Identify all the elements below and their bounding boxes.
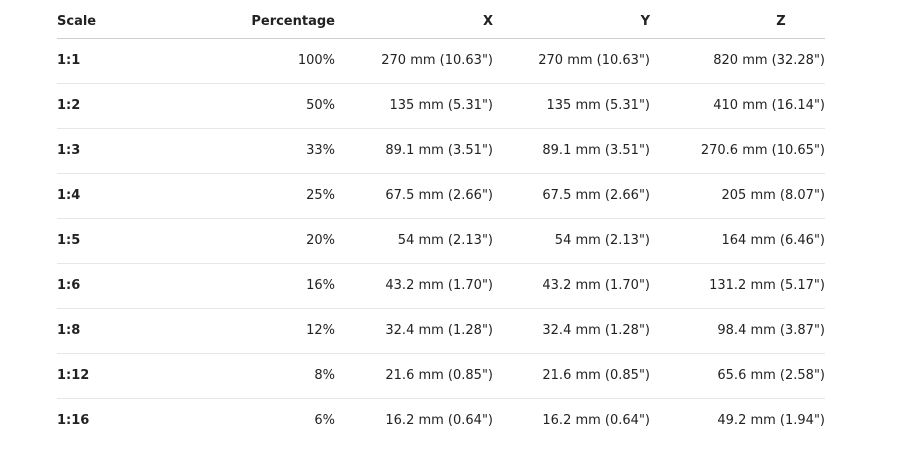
scale-cell: 1:2 bbox=[57, 98, 81, 113]
value-cell: 49.2 mm (1.94") bbox=[717, 413, 825, 428]
value-cell: 16.2 mm (0.64") bbox=[385, 413, 493, 428]
value-cell: 164 mm (6.46") bbox=[721, 233, 825, 248]
value-cell: 8% bbox=[314, 368, 335, 383]
value-cell: 270.6 mm (10.65") bbox=[700, 143, 825, 158]
value-cell: 21.6 mm (0.85") bbox=[542, 368, 650, 383]
value-cell: 135 mm (5.31") bbox=[389, 98, 493, 113]
scale-cell: 1:1 bbox=[57, 53, 81, 68]
value-cell: 6% bbox=[314, 413, 335, 428]
value-cell: 43.2 mm (1.70") bbox=[542, 278, 650, 293]
value-cell: 820 mm (32.28") bbox=[713, 53, 825, 68]
column-header: X bbox=[482, 14, 493, 29]
scale-cell: 1:16 bbox=[57, 413, 90, 428]
value-cell: 135 mm (5.31") bbox=[546, 98, 650, 113]
column-header: Z bbox=[776, 14, 786, 29]
value-cell: 21.6 mm (0.85") bbox=[385, 368, 493, 383]
value-cell: 65.6 mm (2.58") bbox=[717, 368, 825, 383]
value-cell: 50% bbox=[306, 98, 335, 113]
value-cell: 100% bbox=[297, 53, 335, 68]
value-cell: 54 mm (2.13") bbox=[397, 233, 493, 248]
column-header: Percentage bbox=[251, 14, 335, 29]
value-cell: 16% bbox=[306, 278, 335, 293]
value-cell: 89.1 mm (3.51") bbox=[385, 143, 493, 158]
row-divider bbox=[57, 173, 825, 174]
value-cell: 20% bbox=[306, 233, 335, 248]
value-cell: 43.2 mm (1.70") bbox=[385, 278, 493, 293]
scale-cell: 1:6 bbox=[57, 278, 81, 293]
value-cell: 410 mm (16.14") bbox=[713, 98, 825, 113]
row-divider bbox=[57, 218, 825, 219]
value-cell: 205 mm (8.07") bbox=[721, 188, 825, 203]
value-cell: 16.2 mm (0.64") bbox=[542, 413, 650, 428]
value-cell: 67.5 mm (2.66") bbox=[542, 188, 650, 203]
value-cell: 33% bbox=[306, 143, 335, 158]
value-cell: 67.5 mm (2.66") bbox=[385, 188, 493, 203]
scale-cell: 1:8 bbox=[57, 323, 81, 338]
value-cell: 32.4 mm (1.28") bbox=[542, 323, 650, 338]
value-cell: 25% bbox=[306, 188, 335, 203]
scale-cell: 1:4 bbox=[57, 188, 81, 203]
value-cell: 54 mm (2.13") bbox=[554, 233, 650, 248]
value-cell: 131.2 mm (5.17") bbox=[709, 278, 825, 293]
row-divider bbox=[57, 308, 825, 309]
column-header: Scale bbox=[57, 14, 97, 29]
row-divider bbox=[57, 83, 825, 84]
value-cell: 270 mm (10.63") bbox=[381, 53, 493, 68]
row-divider bbox=[57, 398, 825, 399]
row-divider bbox=[57, 353, 825, 354]
column-header: Y bbox=[640, 14, 650, 29]
header-divider bbox=[57, 38, 825, 39]
row-divider bbox=[57, 128, 825, 129]
scale-cell: 1:5 bbox=[57, 233, 81, 248]
value-cell: 89.1 mm (3.51") bbox=[542, 143, 650, 158]
scale-cell: 1:12 bbox=[57, 368, 90, 383]
value-cell: 32.4 mm (1.28") bbox=[385, 323, 493, 338]
row-divider bbox=[57, 263, 825, 264]
value-cell: 12% bbox=[306, 323, 335, 338]
value-cell: 270 mm (10.63") bbox=[538, 53, 650, 68]
scale-cell: 1:3 bbox=[57, 143, 81, 158]
value-cell: 98.4 mm (3.87") bbox=[717, 323, 825, 338]
